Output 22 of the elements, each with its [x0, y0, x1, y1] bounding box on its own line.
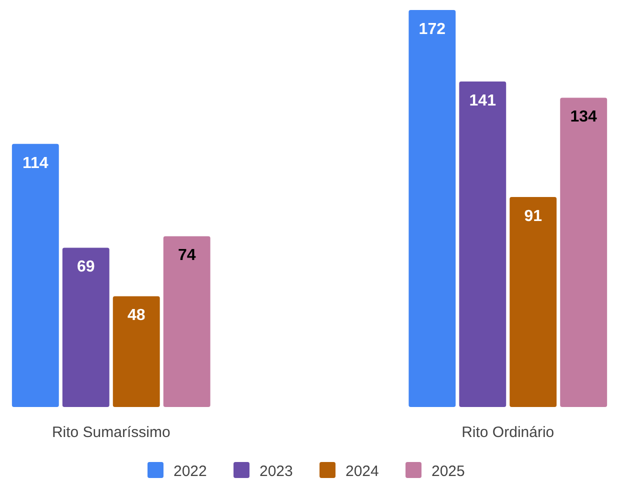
bar [62, 248, 110, 407]
bar [112, 296, 160, 407]
legend-label: 2023 [260, 463, 293, 480]
x-tick-label: Rito Sumaríssimo [52, 424, 170, 441]
data-label: 134 [570, 108, 598, 126]
bar [408, 10, 456, 407]
bar [459, 82, 506, 407]
legend-label: 2022 [174, 463, 207, 480]
bar [163, 236, 210, 407]
legend-label: 2025 [432, 463, 465, 480]
bar [560, 98, 608, 407]
x-tick-label: Rito Ordinário [462, 424, 554, 441]
data-label: 141 [469, 92, 496, 110]
data-label: 69 [76, 258, 95, 276]
bar [12, 144, 59, 407]
data-label: 172 [418, 21, 446, 38]
data-label: 114 [22, 154, 48, 172]
legend-label: 2024 [346, 463, 379, 480]
bar [510, 196, 557, 407]
data-label: 48 [127, 307, 146, 324]
data-label: 91 [524, 208, 542, 225]
data-label: 74 [178, 247, 196, 264]
